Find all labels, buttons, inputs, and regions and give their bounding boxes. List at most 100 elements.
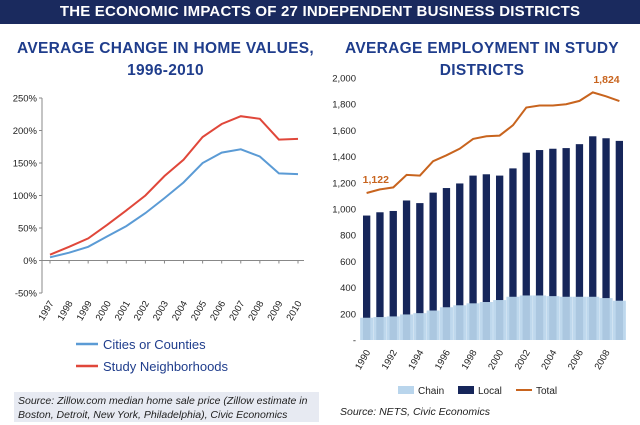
x-tick-label: 2008 bbox=[246, 299, 266, 323]
chain-bar bbox=[572, 296, 586, 340]
chain-bar bbox=[586, 296, 600, 340]
local-bar bbox=[362, 215, 371, 340]
chain-bar bbox=[493, 300, 507, 340]
local-bar bbox=[615, 140, 624, 340]
chain-bar bbox=[612, 300, 626, 340]
x-tick-label: 2005 bbox=[189, 299, 209, 323]
local-bar bbox=[456, 183, 464, 340]
y-tick-label: 400 bbox=[340, 283, 356, 294]
y-tick-label: -50% bbox=[15, 289, 38, 300]
x-tick-label: 2000 bbox=[94, 299, 114, 323]
legend-label: Study Neighborhoods bbox=[103, 359, 229, 374]
left-chart-title: AVERAGE CHANGE IN HOME VALUES, 1996-2010 bbox=[8, 38, 323, 82]
chain-bar bbox=[466, 303, 480, 340]
y-tick-label: 150% bbox=[13, 159, 38, 170]
x-tick-label: 2001 bbox=[113, 299, 133, 323]
local-bar bbox=[482, 174, 491, 340]
y-tick-label: 0% bbox=[23, 256, 37, 267]
local-bar bbox=[509, 168, 517, 340]
total-line bbox=[366, 91, 620, 194]
chain-bar bbox=[519, 295, 533, 340]
x-tick-label: 2004 bbox=[170, 299, 190, 323]
local-bar bbox=[429, 192, 437, 340]
x-tick-label: 2010 bbox=[285, 299, 305, 323]
study-neighborhoods-line bbox=[49, 115, 299, 256]
x-tick-label: 2003 bbox=[151, 299, 171, 323]
y-tick-label: 1,600 bbox=[332, 126, 356, 137]
chain-bar bbox=[546, 296, 560, 340]
chain-bar bbox=[439, 307, 453, 340]
x-tick-label: 2006 bbox=[208, 299, 228, 323]
y-tick-label: 1,000 bbox=[332, 205, 356, 216]
x-tick-label: 2000 bbox=[486, 348, 506, 372]
x-tick-label: 1994 bbox=[406, 348, 426, 372]
legend-label: Total bbox=[536, 386, 557, 397]
local-bar bbox=[416, 203, 424, 340]
x-tick-label: 2008 bbox=[593, 348, 613, 372]
y-tick-label: 200 bbox=[340, 309, 356, 320]
left-chart-title-line-2: 1996-2010 bbox=[127, 62, 204, 79]
cities-counties-line bbox=[49, 148, 299, 259]
x-tick-label: 1998 bbox=[56, 299, 76, 323]
legend-swatch bbox=[398, 386, 414, 394]
legend-label: Chain bbox=[418, 386, 444, 397]
x-tick-label: 1990 bbox=[353, 348, 373, 372]
chain-bar bbox=[533, 295, 547, 340]
right-chart-title: AVERAGE EMPLOYMENT IN STUDY DISTRICTS bbox=[326, 38, 638, 82]
x-tick-label: 1997 bbox=[37, 299, 57, 323]
y-tick-label: 100% bbox=[13, 191, 38, 202]
legend-label: Local bbox=[478, 386, 502, 397]
y-tick-label: - bbox=[353, 336, 356, 347]
x-tick-label: 1998 bbox=[460, 348, 480, 372]
chain-bar bbox=[559, 296, 573, 340]
chain-bar bbox=[506, 296, 520, 340]
x-tick-label: 2009 bbox=[265, 299, 285, 323]
x-tick-label: 1999 bbox=[75, 299, 95, 323]
left-chart-title-line-1: AVERAGE CHANGE IN HOME VALUES, bbox=[17, 40, 314, 57]
x-tick-label: 2006 bbox=[566, 348, 586, 372]
local-bar bbox=[389, 210, 397, 340]
local-bar bbox=[376, 212, 384, 340]
local-bar bbox=[589, 136, 597, 340]
y-tick-label: 50% bbox=[18, 224, 38, 235]
chain-bar bbox=[400, 314, 414, 340]
local-bar bbox=[402, 200, 411, 340]
left-chart-source: Source: Zillow.com median home sale pric… bbox=[14, 392, 319, 422]
y-tick-label: 2,000 bbox=[332, 74, 356, 85]
y-tick-label: 600 bbox=[340, 257, 356, 268]
local-bar bbox=[495, 175, 504, 340]
chain-bar bbox=[453, 305, 467, 340]
chain-bar bbox=[599, 298, 613, 340]
right-chart-title-line-2: DISTRICTS bbox=[439, 62, 525, 79]
local-bar bbox=[442, 188, 451, 340]
local-bar bbox=[549, 148, 557, 340]
chain-bar bbox=[413, 313, 427, 340]
chain-bar bbox=[386, 316, 400, 340]
right-chart-source: Source: NETS, Civic Economics bbox=[340, 406, 490, 418]
x-tick-label: 1996 bbox=[433, 348, 453, 372]
y-tick-label: 800 bbox=[340, 231, 356, 242]
legend-swatch bbox=[458, 386, 474, 394]
y-tick-label: 200% bbox=[13, 126, 38, 137]
data-label-start: 1,122 bbox=[363, 174, 389, 186]
data-label-end: 1,824 bbox=[593, 74, 619, 86]
legend-label: Cities or Counties bbox=[103, 337, 206, 352]
chain-bar bbox=[426, 310, 440, 340]
chain-bar bbox=[479, 302, 493, 340]
local-bar bbox=[562, 148, 570, 340]
x-tick-label: 1992 bbox=[380, 348, 400, 372]
x-tick-label: 2004 bbox=[539, 348, 559, 372]
employment-chart: 2,000 1,800 1,600 1,400 1,200 1,000 800 600 400 2… bbox=[332, 74, 626, 397]
x-tick-label: 2007 bbox=[227, 299, 247, 323]
x-tick-label: 2002 bbox=[513, 348, 533, 372]
banner-title: THE ECONOMIC IMPACTS OF 27 INDEPENDENT B… bbox=[0, 0, 640, 24]
chain-bar bbox=[373, 317, 387, 340]
right-chart-title-line-1: AVERAGE EMPLOYMENT IN STUDY bbox=[345, 40, 619, 57]
local-bar bbox=[575, 144, 584, 340]
y-tick-label: 1,200 bbox=[332, 178, 356, 189]
local-bar bbox=[522, 152, 530, 340]
chain-bar bbox=[360, 317, 374, 340]
y-tick-label: 1,400 bbox=[332, 152, 356, 163]
y-tick-label: 1,800 bbox=[332, 100, 356, 111]
